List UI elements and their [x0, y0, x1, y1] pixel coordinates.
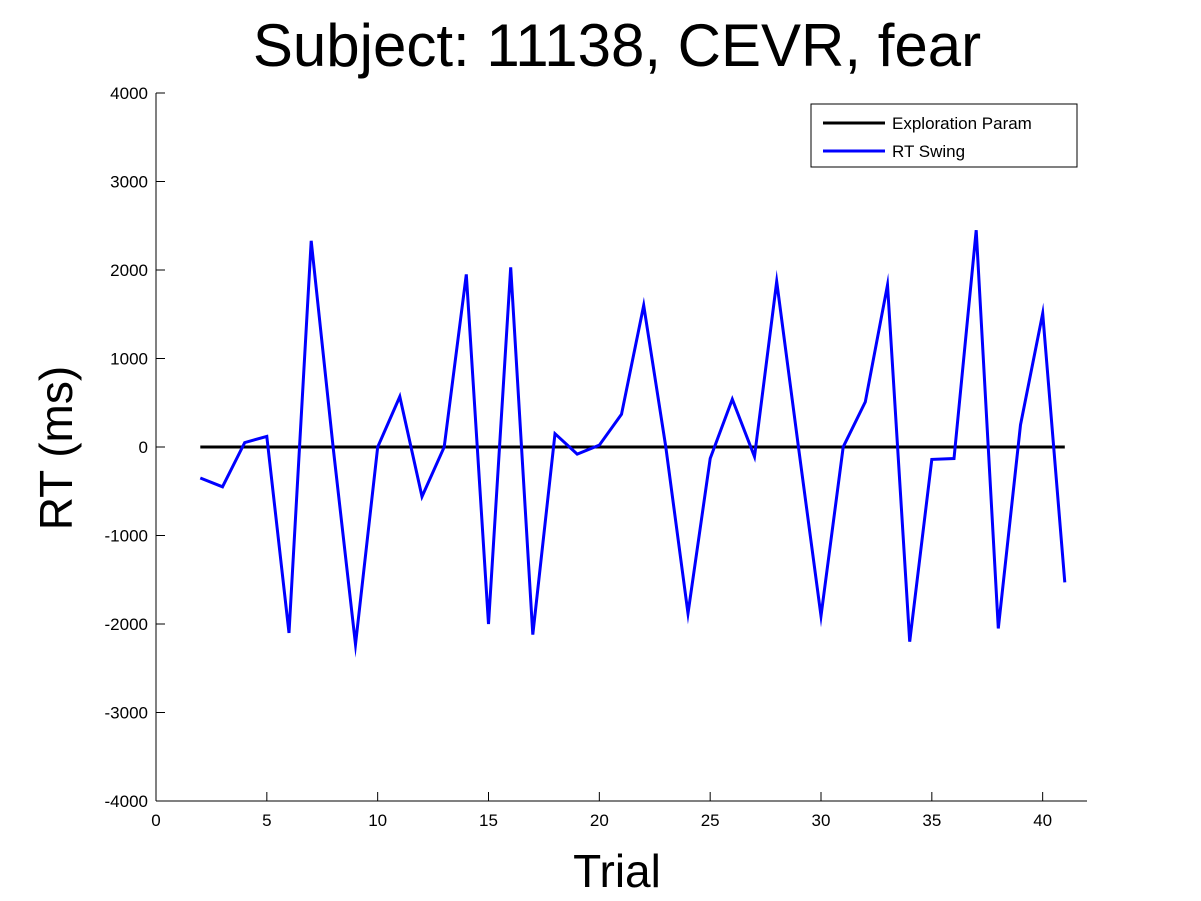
- x-tick-label: 10: [368, 811, 387, 830]
- y-tick-label: 1000: [110, 350, 148, 369]
- ticks: 0 5 10 15 20 25 30 35 40 -4000 -3000 -2000 -1000 0 100…: [105, 84, 1053, 830]
- legend: Exploration Param RT Swing: [810, 103, 1078, 168]
- x-tick-label: 0: [151, 811, 160, 830]
- y-tick-label: -2000: [105, 615, 148, 634]
- x-tick-label: 15: [479, 811, 498, 830]
- y-tick-label: -3000: [105, 704, 148, 723]
- series-line-rt-swing: [199, 230, 1067, 658]
- y-tick-label: 2000: [110, 261, 148, 280]
- y-tick-label: 3000: [110, 173, 148, 192]
- legend-box: [810, 103, 1078, 168]
- x-tick-label: 5: [262, 811, 271, 830]
- legend-entry: Exploration Param: [892, 114, 1032, 133]
- x-tick-label: 40: [1033, 811, 1052, 830]
- y-tick-label: 0: [139, 438, 148, 457]
- y-tick-label: -4000: [105, 792, 148, 811]
- legend-entry: RT Swing: [892, 142, 965, 161]
- chart-title: Subject: 11138, CEVR, fear: [253, 12, 981, 79]
- x-tick-label: 35: [922, 811, 941, 830]
- x-axis-label: Trial: [573, 845, 661, 897]
- y-axis-label: RT (ms): [30, 366, 82, 530]
- x-tick-label: 25: [701, 811, 720, 830]
- x-tick-label: 20: [590, 811, 609, 830]
- series-layer: [199, 230, 1067, 658]
- x-tick-label: 30: [812, 811, 831, 830]
- y-tick-label: 4000: [110, 84, 148, 103]
- y-tick-label: -1000: [105, 527, 148, 546]
